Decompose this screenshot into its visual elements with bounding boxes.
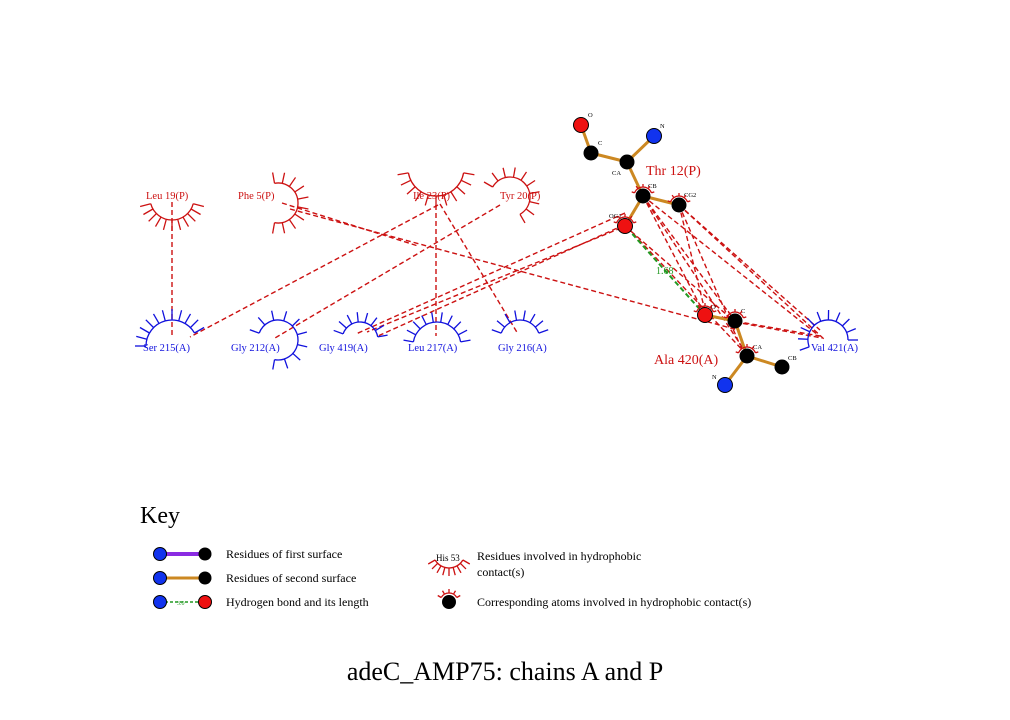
residue-label-ile23: Ile 23(P) [413, 191, 451, 202]
tyr20-hydrophobic-arc [483, 167, 540, 224]
diagram-title: adeC_AMP75: chains A and P [347, 657, 663, 686]
residue-label-gly212: Gly 212(A) [231, 343, 280, 354]
thr12-residue: O C N CA CB CG2 OG1 Thr 12(P) [573, 112, 701, 234]
residue-label-leu217: Leu 217(A) [408, 343, 458, 354]
ala420-c-label: C [741, 308, 745, 315]
thr12-cb-contact-spokes [631, 184, 655, 194]
key-second-surface-text: Residues of second surface [226, 571, 356, 585]
phe5-hydrophobic-arc [271, 172, 309, 234]
ile23-hydrophobic-arc [397, 172, 475, 207]
contact-line [274, 204, 501, 339]
thr12-o-label: O [588, 112, 593, 119]
key-second-surface-c-atom [198, 571, 212, 585]
key-hbond-n-atom [153, 595, 167, 609]
thr12-ca-atom [619, 154, 635, 170]
ala420-residue: O C CA CB N Ala 420(A) [654, 304, 797, 393]
key-first-surface-n-atom [153, 547, 167, 561]
contact-line [642, 195, 736, 322]
ala420-n-label: N [712, 374, 717, 381]
gly419-hydrophobic-arc [333, 312, 388, 338]
ala420-ca-atom [739, 348, 755, 364]
key-hbond-o-atom [198, 595, 212, 609]
key-contact-atom-text: Corresponding atoms involved in hydropho… [477, 595, 751, 609]
ala420-ca-label: CA [753, 344, 762, 351]
contact-line [439, 203, 519, 335]
thr12-cg2-contact-spokes [667, 193, 691, 203]
key-his53-arc [427, 559, 471, 576]
chain-p-hydrophobic-arcs [139, 167, 540, 234]
thr12-cg2-label: CG2 [684, 192, 696, 199]
thr12-label: Thr 12(P) [646, 164, 701, 179]
residue-label-phe5: Phe 5(P) [238, 191, 275, 202]
thr12-cg2-atom [671, 197, 687, 213]
ala420-n-atom [717, 377, 733, 393]
gly212-hydrophobic-arc [249, 310, 308, 370]
residue-label-ser215: Ser 215(A) [143, 343, 190, 354]
ala420-o-contact-spokes [693, 303, 717, 313]
ala420-label: Ala 420(A) [654, 353, 718, 368]
key-title: Key [140, 503, 180, 529]
residue-label-val421: Val 421(A) [811, 343, 858, 354]
leu217-hydrophobic-arc [403, 312, 471, 343]
ala420-o-label: O [711, 304, 716, 311]
leu19-hydrophobic-arc [139, 203, 205, 231]
contact-line [624, 225, 736, 323]
key-atom-spokes-arc [437, 589, 461, 599]
thr12-c-label: C [598, 140, 602, 147]
contact-line [678, 204, 741, 346]
residue-label-leu19: Leu 19(P) [146, 191, 189, 202]
thr12-cb-label: CB [648, 183, 657, 190]
residue-label-tyr20: Tyr 20(P) [500, 191, 541, 202]
ala420-ca-contact-spokes [735, 344, 759, 354]
key-contact-atom-spokes [437, 589, 461, 599]
key-hydrophobic-text-2: contact(s) [477, 565, 524, 579]
gly216-hydrophobic-arc [491, 310, 549, 334]
key-first-surface-c-atom [198, 547, 212, 561]
key-legend: Key Residues of first surface Residues o… [140, 503, 751, 609]
thr12-og1-contact-spokes [613, 214, 637, 224]
hydrogen-bond: 1.68 [626, 227, 705, 315]
contact-line [642, 195, 819, 336]
thr12-n-label: N [660, 123, 665, 130]
thr12-c-atom [583, 145, 599, 161]
contact-line [189, 204, 439, 338]
ala420-cb-label: CB [788, 355, 797, 362]
contact-line [642, 195, 706, 316]
hydrophobic-contacts [171, 195, 826, 357]
key-second-surface-n-atom [153, 571, 167, 585]
key-hydrophobic-sample-label: His 53 [436, 553, 460, 563]
contact-line [289, 208, 739, 331]
key-hbond-text: Hydrogen bond and its length [226, 595, 369, 609]
contact-line [355, 212, 626, 335]
ser215-hydrophobic-arc [135, 309, 205, 347]
key-first-surface-text: Residues of first surface [226, 547, 342, 561]
contact-line [678, 204, 826, 341]
key-hydrophobic-text-1: Residues involved in hydrophobic [477, 549, 641, 563]
residue-label-gly216: Gly 216(A) [498, 343, 547, 354]
thr12-cb-atom [635, 188, 651, 204]
hbond-length-label: 1.68 [656, 266, 674, 277]
ala420-c-contact-spokes [723, 309, 747, 319]
ala420-o-atom [697, 307, 713, 323]
contact-line [281, 202, 419, 247]
contact-line [734, 321, 823, 339]
ligand-contact-spokes [613, 184, 759, 354]
ala420-cb-atom [774, 359, 790, 375]
contact-line [627, 227, 749, 357]
chain-a-hydrophobic-arcs [135, 309, 858, 370]
contact-line [678, 204, 707, 316]
key-contact-atom [442, 595, 456, 609]
residue-label-gly419: Gly 419(A) [319, 343, 368, 354]
thr12-o-atom [573, 117, 589, 133]
thr12-ca-label: CA [612, 170, 621, 177]
thr12-og1-atom [617, 218, 633, 234]
key-hbond-length: 3.0 [177, 601, 185, 607]
ala420-c-atom [727, 313, 743, 329]
thr12-og1-label: OG1 [609, 213, 622, 220]
key-hydrophobic-arc [427, 559, 471, 576]
val421-hydrophobic-arc [797, 309, 858, 351]
thr12-n-atom [646, 128, 662, 144]
contact-line [366, 227, 622, 333]
